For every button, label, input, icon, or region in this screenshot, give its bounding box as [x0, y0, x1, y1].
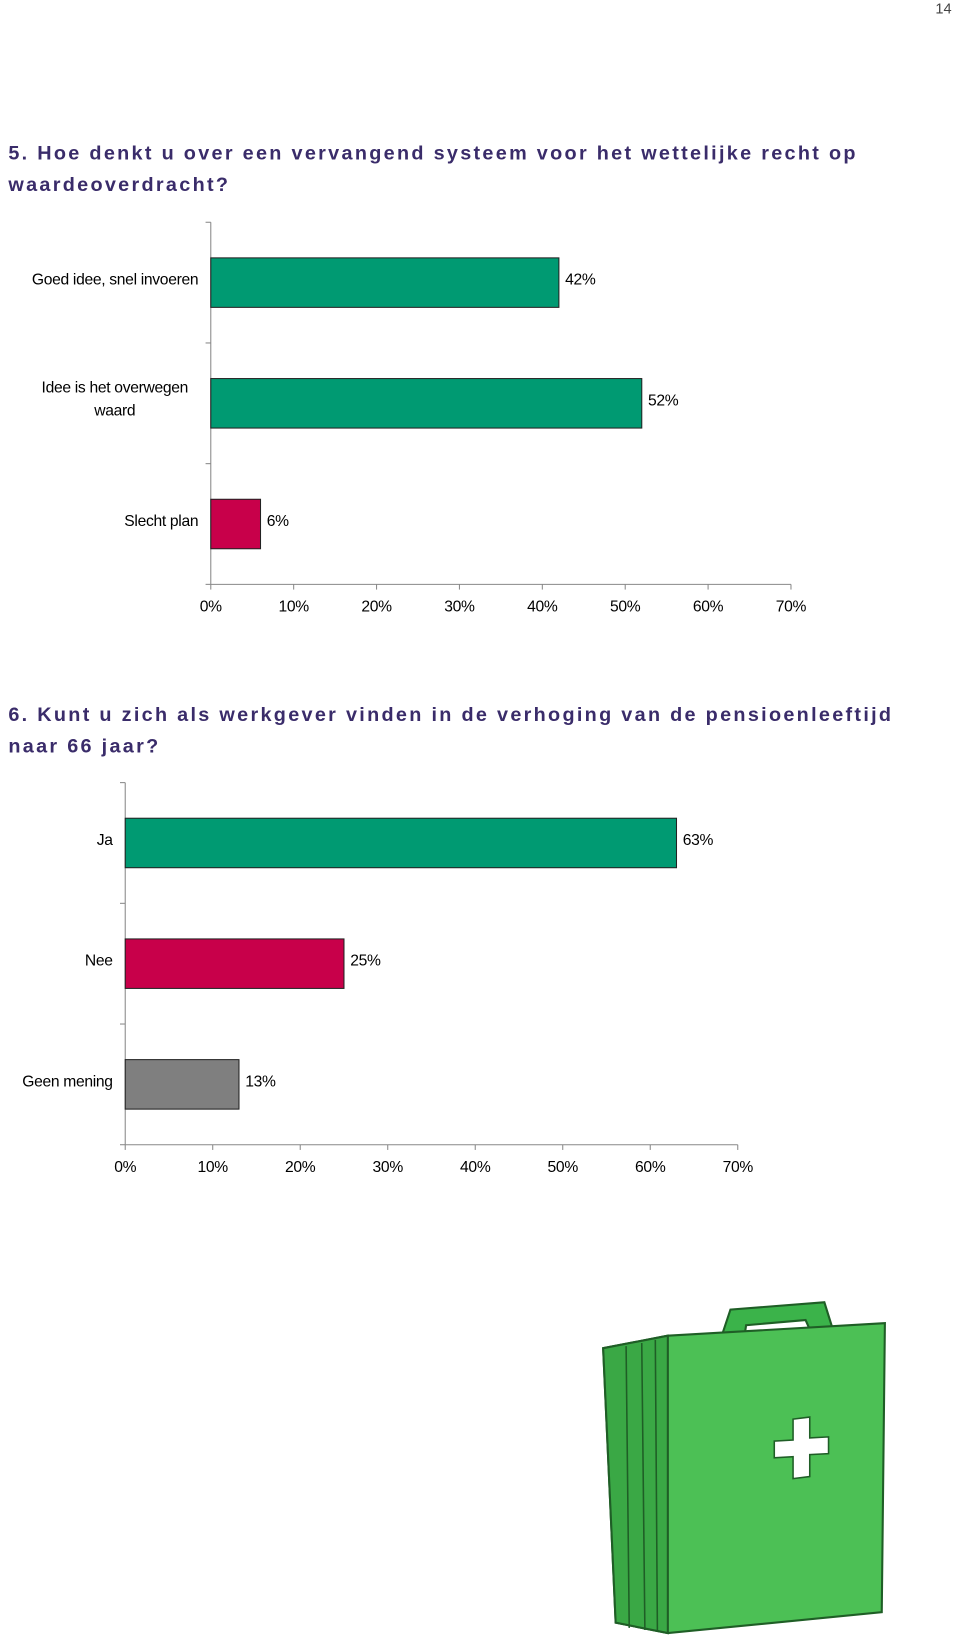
x-tick-label: 70% [776, 598, 807, 615]
question-title: 5. Hoe denkt u over een vervangend syste… [8, 142, 858, 197]
first-aid-kit [602, 1301, 886, 1635]
value-label: 63% [683, 832, 714, 849]
x-tick-label: 0% [200, 598, 222, 615]
value-label: 25% [350, 953, 381, 970]
x-tick-label: 0% [114, 1159, 136, 1176]
value-label: 52% [648, 392, 679, 409]
bar [210, 498, 262, 550]
x-tick-label: 10% [278, 598, 309, 615]
category-label: Ja [97, 832, 114, 849]
bar [210, 378, 643, 429]
category-label: Goed idee, snel invoeren [32, 272, 198, 289]
x-tick-label: 40% [527, 598, 558, 615]
page-number: 14 [935, 0, 952, 17]
x-tick-label: 60% [693, 598, 724, 615]
category-label: Nee [85, 953, 113, 970]
x-tick-label: 20% [285, 1159, 316, 1176]
x-tick-label: 40% [460, 1159, 491, 1176]
question-title: 6. Kunt u zich als werkgever vinden in d… [8, 704, 894, 758]
value-label: 42% [565, 272, 596, 289]
category-label: Slecht plan [124, 513, 198, 530]
x-tick-label: 70% [723, 1159, 754, 1176]
bar [210, 257, 560, 308]
bar [124, 817, 678, 869]
bar [124, 1059, 240, 1110]
x-tick-label: 20% [361, 598, 392, 615]
x-tick-label: 30% [373, 1159, 404, 1176]
bar [124, 938, 345, 989]
x-tick-label: 50% [610, 598, 641, 615]
x-tick-label: 60% [635, 1159, 666, 1176]
x-tick-label: 30% [444, 598, 475, 615]
x-tick-label: 50% [548, 1159, 579, 1176]
x-tick-label: 10% [198, 1159, 229, 1176]
value-label: 6% [267, 513, 289, 530]
category-label: Geen mening [22, 1073, 112, 1090]
value-label: 13% [245, 1073, 276, 1090]
category-label: Idee is het overwegen waard [42, 380, 188, 420]
